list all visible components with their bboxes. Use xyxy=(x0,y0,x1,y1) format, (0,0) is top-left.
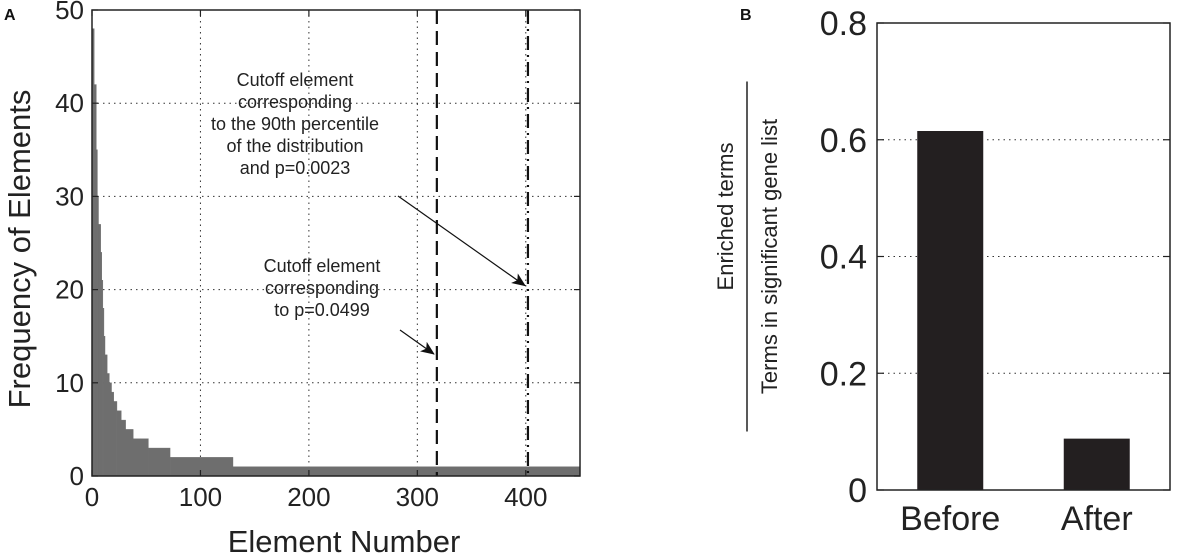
y-tick-label: 40 xyxy=(55,88,84,118)
chart-a: A 0 100 200 300 400 0 10 20 30 40 50 Element Numb… xyxy=(2,0,581,555)
y-axis-label-a: Frequency of Elements xyxy=(2,90,37,409)
histogram-bar xyxy=(121,419,126,477)
y-tick-label: 10 xyxy=(55,368,84,398)
histogram-bar xyxy=(125,429,134,477)
histogram-bar xyxy=(116,410,122,477)
histogram-bar xyxy=(98,224,101,477)
plot-frame-a xyxy=(91,9,581,477)
panel-label-b: B xyxy=(740,7,752,24)
y-label-numerator: Enriched terms xyxy=(713,143,738,291)
x-axis-label-a: Element Number xyxy=(228,524,461,555)
histogram-bar xyxy=(104,354,108,477)
histogram-bar xyxy=(111,391,114,477)
chart-b: B 0 0.2 0.4 0.6 0.8 Before After Enriched ter… xyxy=(713,5,1171,538)
y-ticks-b: 0 0.2 0.4 0.6 0.8 xyxy=(820,5,1170,510)
x-tick-label: 200 xyxy=(287,482,330,512)
histogram-bar xyxy=(93,84,97,477)
x-tick-label: Before xyxy=(900,500,1000,538)
y-label-denominator: Terms in significant gene list xyxy=(757,119,782,394)
histogram-bar xyxy=(148,447,171,477)
annotation-text-2: corresponding xyxy=(265,278,379,298)
y-tick-label: 0.6 xyxy=(820,122,867,160)
y-tick-label: 0 xyxy=(70,461,84,491)
y-tick-label: 30 xyxy=(55,181,84,211)
x-tick-label: 400 xyxy=(504,482,547,512)
x-tick-label: 0 xyxy=(85,482,99,512)
histogram-bar xyxy=(133,438,142,477)
annotation-text-1: of the distribution xyxy=(226,136,363,156)
grid-a xyxy=(92,10,580,476)
y-tick-label: 0.2 xyxy=(820,355,867,393)
y-tick-label: 0.4 xyxy=(820,239,867,277)
annotation-arrow-2 xyxy=(399,329,435,355)
annotation-arrow-1 xyxy=(397,195,526,287)
annotation-text-1: to the 90th percentile xyxy=(211,114,379,134)
histogram-bar xyxy=(169,457,234,477)
x-tick-label: 100 xyxy=(179,482,222,512)
annotation-text-1: and p=0.0023 xyxy=(240,158,351,178)
annotation-text-1: Cutoff element xyxy=(237,70,354,90)
y-tick-label: 50 xyxy=(55,0,84,25)
x-tick-label: After xyxy=(1061,500,1133,538)
y-tick-label: 0.8 xyxy=(820,5,867,43)
annotation-text-2: to p=0.0499 xyxy=(274,300,370,320)
x-ticks-a: 0 100 200 300 400 xyxy=(85,10,547,512)
cutoff-lines xyxy=(435,10,530,476)
y-tick-label: 0 xyxy=(848,472,867,510)
x-ticks-b: Before After xyxy=(900,500,1133,538)
y-tick-label: 20 xyxy=(55,275,84,305)
histogram-bar xyxy=(140,438,149,477)
annotation-text-2: Cutoff element xyxy=(264,256,381,276)
panel-label-a: A xyxy=(4,7,16,24)
annotation-text-1: corresponding xyxy=(238,92,352,112)
bar-before xyxy=(917,130,984,490)
x-tick-label: 300 xyxy=(396,482,439,512)
y-ticks-a: 0 10 20 30 40 50 xyxy=(55,0,580,491)
y-axis-label-b: Enriched terms Terms in significant gene… xyxy=(713,81,782,432)
histogram-bar xyxy=(106,373,110,477)
histogram-bar xyxy=(109,382,112,477)
bar-after xyxy=(1063,438,1130,490)
bars-b xyxy=(917,130,1130,490)
histogram-bar xyxy=(113,401,118,477)
